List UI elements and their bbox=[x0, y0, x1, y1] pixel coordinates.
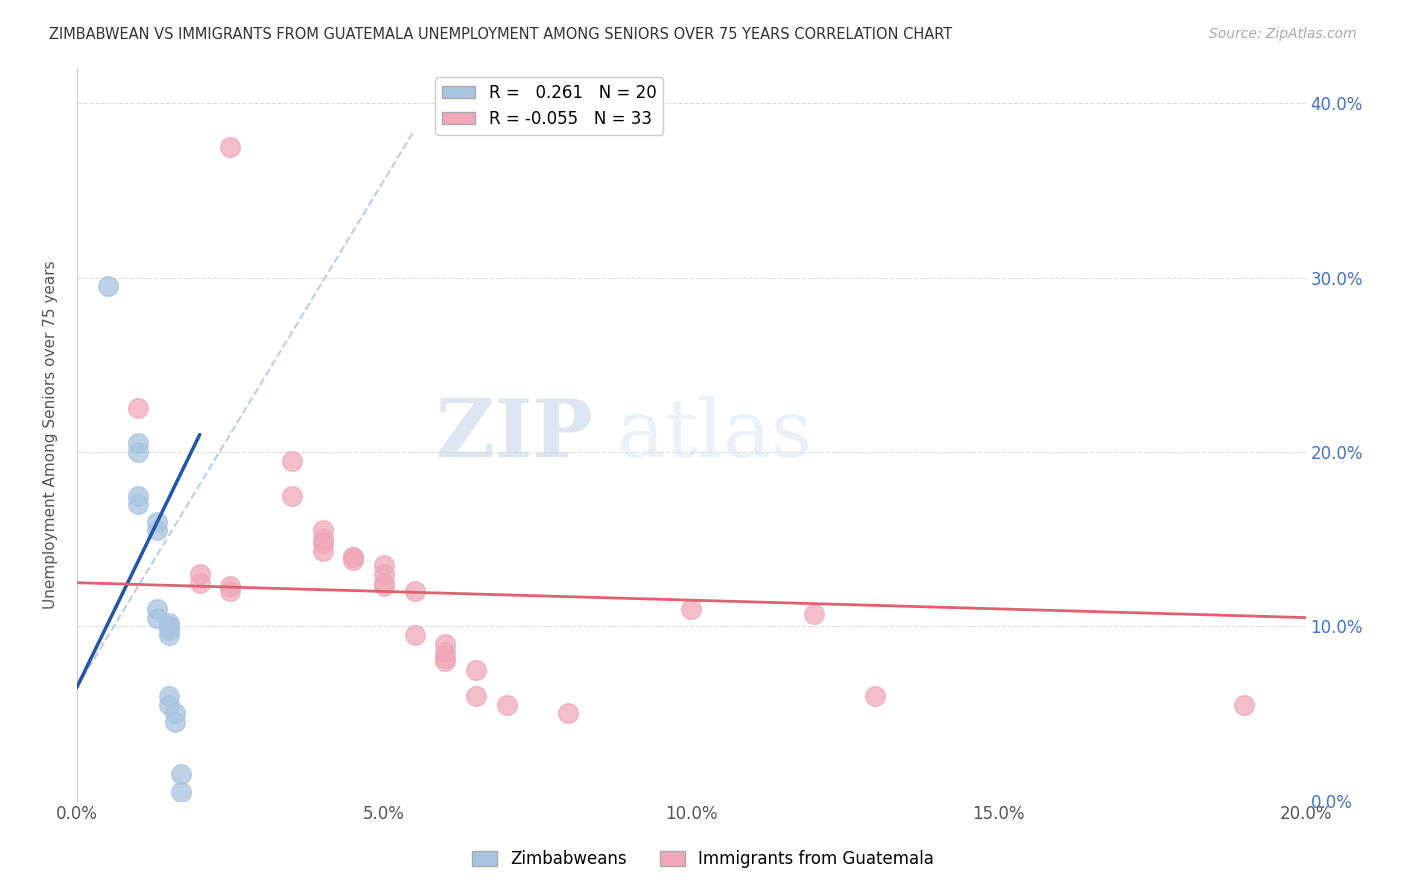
Point bbox=[465, 689, 488, 703]
Point bbox=[145, 610, 167, 624]
Point bbox=[127, 445, 149, 459]
Point bbox=[165, 715, 187, 730]
Legend: R =   0.261   N = 20, R = -0.055   N = 33: R = 0.261 N = 20, R = -0.055 N = 33 bbox=[436, 77, 664, 135]
Text: Source: ZipAtlas.com: Source: ZipAtlas.com bbox=[1209, 27, 1357, 41]
Point bbox=[404, 628, 426, 642]
Point bbox=[281, 453, 304, 467]
Point bbox=[465, 663, 488, 677]
Point bbox=[434, 650, 457, 665]
Point bbox=[165, 706, 187, 721]
Point bbox=[342, 549, 364, 564]
Point bbox=[311, 544, 333, 558]
Point bbox=[373, 567, 395, 582]
Point bbox=[373, 558, 395, 573]
Point bbox=[311, 535, 333, 549]
Point bbox=[557, 706, 579, 721]
Point bbox=[157, 689, 180, 703]
Point bbox=[496, 698, 519, 712]
Point bbox=[434, 654, 457, 668]
Point bbox=[157, 623, 180, 637]
Point bbox=[434, 637, 457, 651]
Point bbox=[1233, 698, 1256, 712]
Point bbox=[157, 619, 180, 633]
Point bbox=[434, 645, 457, 659]
Point bbox=[681, 602, 703, 616]
Point bbox=[170, 767, 193, 781]
Point bbox=[127, 401, 149, 416]
Point bbox=[219, 579, 242, 593]
Point bbox=[157, 615, 180, 630]
Point bbox=[404, 584, 426, 599]
Point bbox=[373, 575, 395, 590]
Point bbox=[157, 698, 180, 712]
Point bbox=[188, 567, 211, 582]
Point bbox=[311, 532, 333, 546]
Text: ZIP: ZIP bbox=[436, 395, 593, 474]
Y-axis label: Unemployment Among Seniors over 75 years: Unemployment Among Seniors over 75 years bbox=[44, 260, 58, 609]
Point bbox=[281, 489, 304, 503]
Text: atlas: atlas bbox=[617, 395, 813, 474]
Point bbox=[145, 602, 167, 616]
Point bbox=[342, 553, 364, 567]
Text: ZIMBABWEAN VS IMMIGRANTS FROM GUATEMALA UNEMPLOYMENT AMONG SENIORS OVER 75 YEARS: ZIMBABWEAN VS IMMIGRANTS FROM GUATEMALA … bbox=[49, 27, 952, 42]
Point bbox=[170, 785, 193, 799]
Point bbox=[127, 497, 149, 511]
Point bbox=[188, 575, 211, 590]
Point bbox=[865, 689, 887, 703]
Point bbox=[145, 515, 167, 529]
Point bbox=[342, 549, 364, 564]
Point bbox=[127, 436, 149, 450]
Point bbox=[373, 579, 395, 593]
Point bbox=[803, 607, 825, 621]
Point bbox=[97, 279, 120, 293]
Point bbox=[311, 524, 333, 538]
Point bbox=[219, 140, 242, 154]
Legend: Zimbabweans, Immigrants from Guatemala: Zimbabweans, Immigrants from Guatemala bbox=[465, 844, 941, 875]
Point bbox=[219, 584, 242, 599]
Point bbox=[127, 489, 149, 503]
Point bbox=[157, 628, 180, 642]
Point bbox=[157, 619, 180, 633]
Point bbox=[145, 524, 167, 538]
